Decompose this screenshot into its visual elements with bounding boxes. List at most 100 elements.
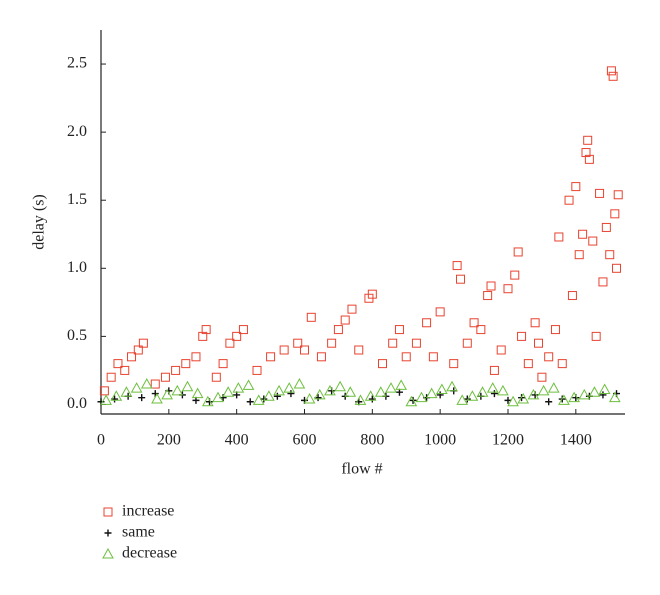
point: [476, 386, 489, 397]
point: [364, 390, 377, 401]
point: [558, 394, 570, 405]
point: [537, 372, 547, 382]
point: [497, 384, 509, 396]
point: [120, 386, 133, 397]
point: [588, 386, 601, 397]
point: [212, 391, 224, 403]
point: [130, 382, 143, 393]
point: [422, 318, 432, 328]
point: [598, 383, 611, 394]
point: [462, 338, 472, 348]
point: [198, 331, 208, 341]
point: [160, 372, 170, 382]
y-tick-label: 2.5: [67, 55, 87, 72]
point: [232, 382, 245, 393]
point: [246, 398, 254, 406]
point: [595, 188, 605, 198]
point: [599, 391, 607, 399]
point: [583, 135, 593, 145]
x-axis-label: flow #: [341, 461, 382, 478]
point: [218, 359, 228, 369]
point: [340, 315, 350, 325]
point: [436, 391, 444, 399]
point: [606, 66, 616, 76]
x-tick-label: 1000: [424, 432, 456, 449]
point: [120, 365, 130, 375]
point: [333, 325, 343, 335]
x-tick-label: 200: [157, 432, 181, 449]
point: [446, 380, 458, 392]
y-tick-label: 1.5: [67, 191, 87, 208]
point: [171, 384, 184, 396]
point: [151, 390, 159, 398]
point: [452, 261, 462, 271]
point: [293, 338, 303, 348]
point: [507, 395, 519, 407]
point: [517, 392, 530, 404]
point: [334, 380, 346, 392]
point: [313, 388, 326, 400]
point: [591, 331, 601, 341]
point: [238, 325, 248, 335]
point: [395, 379, 408, 390]
point: [425, 387, 438, 399]
legend-marker: [102, 547, 114, 559]
point: [293, 378, 306, 389]
point: [411, 338, 421, 348]
x-tick-label: 0: [97, 432, 105, 449]
point: [106, 372, 116, 382]
point: [401, 352, 411, 362]
point: [568, 391, 580, 403]
point: [133, 345, 143, 355]
point: [232, 331, 242, 341]
point: [490, 390, 498, 398]
point: [385, 382, 397, 393]
point: [456, 274, 466, 284]
point: [283, 382, 296, 393]
point: [222, 386, 235, 397]
point: [100, 394, 112, 405]
point: [436, 383, 448, 394]
point: [110, 390, 123, 401]
point: [564, 195, 574, 205]
point: [547, 382, 560, 393]
point: [354, 394, 367, 405]
point: [557, 359, 567, 369]
point: [517, 331, 527, 341]
point: [544, 352, 554, 362]
point: [191, 387, 204, 399]
y-axis-label: delay (s): [31, 194, 48, 250]
point: [374, 386, 387, 397]
point: [225, 338, 235, 348]
point: [140, 378, 153, 389]
x-tick-label: 400: [225, 432, 249, 449]
point: [266, 352, 276, 362]
x-tick-label: 1200: [492, 432, 524, 449]
point: [537, 384, 550, 396]
point: [504, 396, 512, 404]
point: [463, 395, 471, 403]
point: [181, 380, 194, 392]
point: [510, 270, 520, 280]
y-tick-label: 1.0: [67, 259, 87, 276]
point: [554, 232, 564, 242]
point: [324, 384, 336, 396]
point: [306, 312, 316, 322]
point: [211, 372, 221, 382]
point: [550, 325, 560, 335]
point: [534, 338, 544, 348]
point: [138, 394, 146, 402]
point: [612, 263, 622, 273]
point: [99, 386, 109, 396]
y-tick-label: 0.0: [67, 395, 87, 412]
point: [486, 382, 499, 393]
point: [545, 398, 553, 406]
point: [181, 359, 191, 369]
legend-marker: [104, 529, 112, 537]
point: [303, 392, 316, 404]
point: [299, 345, 309, 355]
point: [574, 250, 584, 260]
point: [201, 395, 214, 407]
x-tick-label: 800: [360, 432, 384, 449]
